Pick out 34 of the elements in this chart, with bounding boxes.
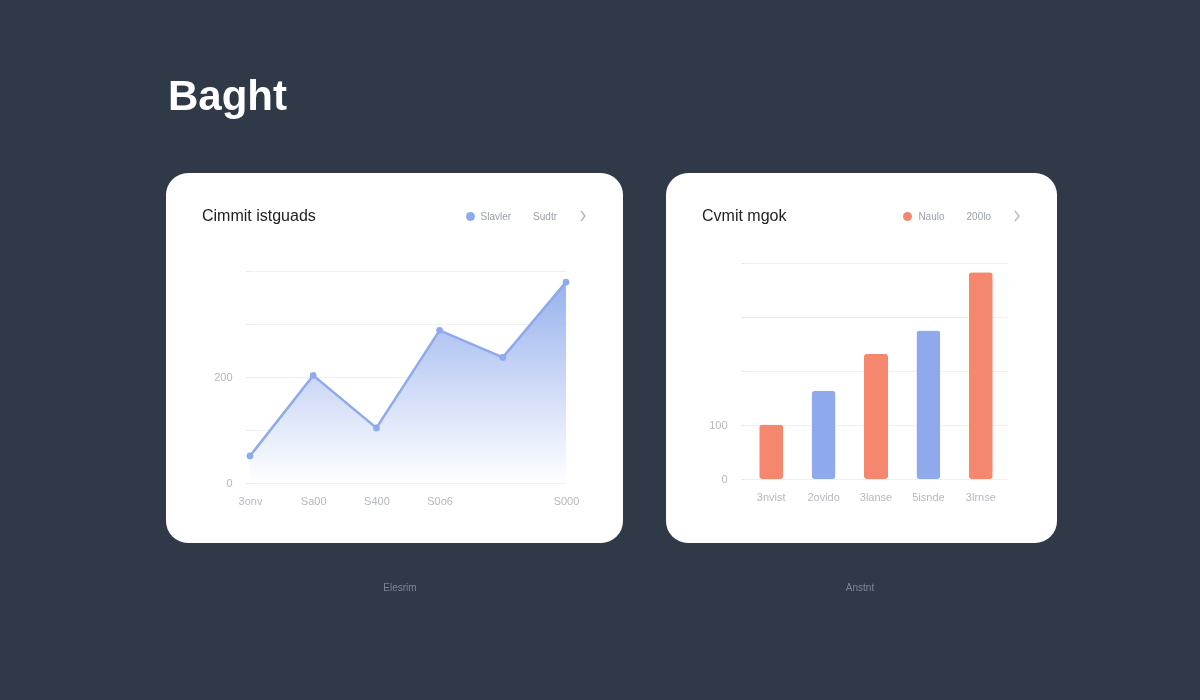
y-tick-label: 0 xyxy=(226,476,233,489)
y-tick-label: 200 xyxy=(214,370,233,383)
point xyxy=(309,372,317,379)
text: Elesrim xyxy=(383,582,417,593)
text: Anstnt xyxy=(845,582,875,593)
x-tick-label: 3onv xyxy=(238,494,263,507)
y-tick-label: 0 xyxy=(721,472,728,485)
text: 200lo xyxy=(966,210,991,222)
x-tick-label: 3lrnse xyxy=(965,490,996,503)
bar xyxy=(759,424,784,479)
chart-title: Cvmit mgok xyxy=(702,207,788,225)
point xyxy=(436,327,443,334)
point xyxy=(562,278,570,286)
legend-label: Slavler xyxy=(480,210,512,222)
chart-title: Cimmit istguads xyxy=(202,207,317,225)
bar xyxy=(811,390,836,479)
bar xyxy=(916,330,941,479)
legend-label: Naulo xyxy=(918,210,945,222)
point xyxy=(499,354,507,361)
text: Sudtr xyxy=(533,210,557,222)
x-tick-label: 3nvist xyxy=(756,490,786,503)
x-tick-label: S000 xyxy=(553,494,580,507)
point xyxy=(246,452,254,460)
point xyxy=(373,424,380,432)
bar xyxy=(864,353,888,479)
text: Baght xyxy=(168,72,287,120)
x-tick-label: 2ovido xyxy=(807,490,840,503)
x-tick-label: S0o6 xyxy=(427,494,453,507)
x-tick-label: Sa00 xyxy=(300,494,327,507)
x-tick-label: S400 xyxy=(364,494,390,507)
bar xyxy=(968,272,993,479)
x-tick-label: 5isnde xyxy=(912,490,945,503)
x-tick-label: 3lanse xyxy=(859,490,893,503)
y-tick-label: 100 xyxy=(709,418,728,431)
